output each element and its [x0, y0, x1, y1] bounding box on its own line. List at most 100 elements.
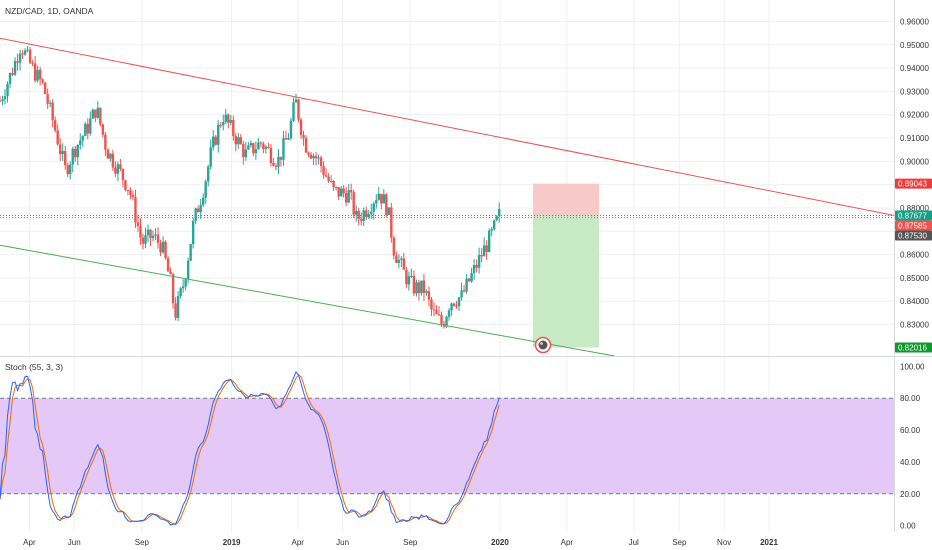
candle-body [6, 83, 9, 97]
candle-body [417, 282, 421, 294]
candle-body [440, 315, 443, 324]
candle-body [151, 235, 155, 239]
candle-body [28, 49, 32, 63]
candle-body [196, 208, 200, 213]
time-tick-label: Sep [135, 538, 150, 547]
candle-body [262, 143, 265, 149]
price-badge-text: 0.89043 [898, 180, 927, 189]
candle-body [477, 255, 481, 268]
candle-body [136, 222, 140, 227]
candle-body [18, 53, 22, 63]
candle-body [387, 207, 391, 215]
candle-body [186, 260, 190, 280]
price-badge-text: 0.87677 [898, 212, 927, 221]
price-tick-label: 0.96000 [900, 17, 929, 26]
candle-body [96, 107, 100, 118]
candle-body [337, 187, 340, 197]
price-tick-label: 0.86000 [900, 251, 929, 260]
candle-body [347, 190, 350, 203]
candle-body [425, 291, 428, 293]
candle-body [319, 157, 323, 167]
price-tick-label: 0.90000 [900, 157, 929, 166]
candle-body [495, 216, 498, 221]
support-trendline[interactable] [0, 244, 615, 357]
candle-body [244, 149, 248, 158]
candle-body [297, 99, 300, 120]
candle-body [61, 151, 64, 154]
candle-body [76, 144, 79, 158]
candle-body [344, 193, 348, 203]
candle-body [119, 164, 122, 169]
candle-body [69, 164, 72, 175]
candle-body [385, 194, 388, 215]
candle-body [487, 230, 491, 252]
stoch-tick-label: 100.00 [900, 362, 925, 371]
stoch-tick-label: 60.00 [900, 426, 921, 435]
candle-body [21, 53, 24, 55]
candle-body [405, 269, 408, 285]
candle-body [462, 290, 466, 292]
time-tick-label: Sep [403, 538, 418, 547]
stoch-axis: 100.00 80.00 60.00 40.00 20.00 0.00 [900, 362, 925, 530]
candle-body [357, 210, 360, 219]
candle-body [8, 73, 12, 84]
candle-body [217, 124, 220, 145]
candle-body [457, 297, 461, 307]
price-tick-label: 0.94000 [900, 64, 929, 73]
candle-body [370, 211, 373, 214]
candle-body [219, 124, 222, 126]
candle-body [227, 114, 230, 123]
candle-body [161, 241, 165, 253]
time-tick-label: Jun [68, 538, 81, 547]
candle-body [392, 237, 396, 256]
stop-loss-zone[interactable] [533, 183, 600, 216]
take-profit-zone[interactable] [533, 215, 600, 348]
candle-body [332, 180, 335, 188]
candle-body [460, 290, 463, 298]
candle-body [314, 155, 318, 159]
candle-body [422, 280, 426, 293]
candle-body [222, 121, 225, 126]
candle-body [407, 276, 411, 285]
candle-body [312, 155, 315, 159]
candle-body [99, 107, 102, 125]
candle-body [447, 310, 451, 317]
candle-body [36, 69, 39, 81]
candle-body [239, 137, 243, 145]
candle-body [470, 273, 473, 282]
candle-body [252, 143, 255, 154]
candle-body [141, 237, 145, 244]
candle-body [327, 176, 330, 182]
candle-body [329, 180, 333, 182]
candle-body [289, 120, 293, 139]
candle-body [435, 310, 438, 315]
candle-body [390, 207, 393, 238]
candle-body [59, 144, 62, 154]
candle-body [382, 194, 386, 204]
candle-body [267, 146, 270, 148]
candle-body [490, 229, 493, 231]
candle-body [106, 149, 110, 159]
time-tick-label: Jul [629, 538, 639, 547]
news-event-icon[interactable] [534, 336, 552, 354]
candle-body [355, 210, 358, 215]
candle-body [191, 221, 195, 244]
candle-body [367, 213, 370, 218]
candle-body [156, 234, 160, 243]
candle-body [307, 152, 310, 155]
candle-body [94, 109, 97, 118]
candle-body [16, 61, 19, 63]
candle-body [339, 188, 343, 197]
candle-body [199, 204, 202, 213]
stochastic-band [0, 398, 894, 494]
candle-body [189, 243, 192, 261]
resistance-trendline[interactable] [0, 37, 895, 216]
stochastic-lines [0, 370, 500, 526]
candle-body [131, 194, 135, 198]
candle-body [64, 151, 67, 166]
candle-body [272, 162, 275, 166]
price-badge-entry: 0.87677 [895, 210, 932, 221]
candle-body [229, 119, 232, 123]
time-axis: Apr Jun Sep 2019 Apr Jun Sep 2020 Apr Jul Sep Nov 20… [23, 538, 778, 547]
